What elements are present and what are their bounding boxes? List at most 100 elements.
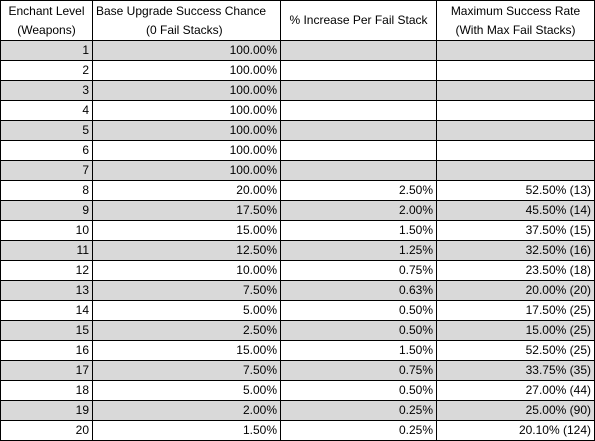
- cell-max-rate: 17.50% (25): [436, 300, 595, 321]
- header-line: Base Upgrade Success Chance: [96, 3, 267, 18]
- cell-base-chance: 2.00%: [92, 400, 281, 421]
- table-row: 15 2.50% 0.50% 15.00% (25): [0, 320, 595, 341]
- cell-max-rate: [436, 60, 595, 81]
- cell-max-rate: [436, 40, 595, 61]
- cell-increase: 0.25%: [280, 420, 437, 441]
- cell-base-chance: 100.00%: [92, 80, 281, 101]
- cell-base-chance: 5.00%: [92, 300, 281, 321]
- cell-enchant-level: 9: [0, 200, 93, 221]
- table-row: 13 7.50% 0.63% 20.00% (20): [0, 280, 595, 301]
- cell-enchant-level: 5: [0, 120, 93, 141]
- cell-base-chance: 12.50%: [92, 240, 281, 261]
- header-line: (0 Fail Stacks): [146, 22, 223, 37]
- cell-base-chance: 100.00%: [92, 40, 281, 61]
- cell-max-rate: 32.50% (16): [436, 240, 595, 261]
- cell-base-chance: 20.00%: [92, 180, 281, 201]
- cell-base-chance: 7.50%: [92, 360, 281, 381]
- cell-increase: [280, 120, 437, 141]
- header-base-chance: Base Upgrade Success Chance (0 Fail Stac…: [92, 0, 281, 41]
- table-row: 18 5.00% 0.50% 27.00% (44): [0, 380, 595, 401]
- cell-max-rate: 25.00% (90): [436, 400, 595, 421]
- table-row: 8 20.00% 2.50% 52.50% (13): [0, 180, 595, 201]
- cell-increase: [280, 60, 437, 81]
- table-row: 9 17.50% 2.00% 45.50% (14): [0, 200, 595, 221]
- cell-enchant-level: 1: [0, 40, 93, 61]
- table-header: Enchant Level (Weapons) Base Upgrade Suc…: [0, 0, 595, 41]
- cell-increase: 1.50%: [280, 340, 437, 361]
- cell-max-rate: 37.50% (15): [436, 220, 595, 241]
- cell-enchant-level: 20: [0, 420, 93, 441]
- cell-max-rate: 15.00% (25): [436, 320, 595, 341]
- cell-increase: [280, 80, 437, 101]
- cell-increase: 0.50%: [280, 300, 437, 321]
- cell-max-rate: [436, 80, 595, 101]
- header-line: (With Max Fail Stacks): [455, 22, 576, 37]
- header-line: (Weapons): [17, 22, 76, 37]
- cell-max-rate: [436, 160, 595, 181]
- header-max-success-rate: Maximum Success Rate (With Max Fail Stac…: [436, 0, 595, 41]
- cell-base-chance: 2.50%: [92, 320, 281, 341]
- header-line: Maximum Success Rate: [450, 3, 581, 18]
- table-row: 5 100.00%: [0, 120, 595, 141]
- cell-increase: 0.50%: [280, 320, 437, 341]
- table-row: 3 100.00%: [0, 80, 595, 101]
- cell-base-chance: 1.50%: [92, 420, 281, 441]
- table-row: 6 100.00%: [0, 140, 595, 161]
- header-increase-per-fail-stack: % Increase Per Fail Stack: [280, 0, 437, 41]
- cell-enchant-level: 14: [0, 300, 93, 321]
- cell-increase: [280, 100, 437, 121]
- cell-enchant-level: 15: [0, 320, 93, 341]
- cell-max-rate: 52.50% (13): [436, 180, 595, 201]
- cell-base-chance: 17.50%: [92, 200, 281, 221]
- table-row: 16 15.00% 1.50% 52.50% (25): [0, 340, 595, 361]
- cell-max-rate: [436, 140, 595, 161]
- cell-increase: [280, 160, 437, 181]
- table-row: 11 12.50% 1.25% 32.50% (16): [0, 240, 595, 261]
- cell-base-chance: 10.00%: [92, 260, 281, 281]
- cell-base-chance: 100.00%: [92, 160, 281, 181]
- cell-base-chance: 100.00%: [92, 140, 281, 161]
- header-line: % Increase Per Fail Stack: [289, 13, 428, 27]
- cell-max-rate: 20.10% (124): [436, 420, 595, 441]
- table-row: 7 100.00%: [0, 160, 595, 181]
- cell-enchant-level: 19: [0, 400, 93, 421]
- cell-enchant-level: 13: [0, 280, 93, 301]
- cell-enchant-level: 7: [0, 160, 93, 181]
- cell-increase: 1.25%: [280, 240, 437, 261]
- cell-increase: [280, 140, 437, 161]
- cell-increase: [280, 40, 437, 61]
- cell-enchant-level: 10: [0, 220, 93, 241]
- table-row: 1 100.00%: [0, 40, 595, 61]
- cell-base-chance: 100.00%: [92, 120, 281, 141]
- cell-enchant-level: 6: [0, 140, 93, 161]
- table-row: 4 100.00%: [0, 100, 595, 121]
- cell-enchant-level: 4: [0, 100, 93, 121]
- header-enchant-level: Enchant Level (Weapons): [0, 0, 93, 41]
- table-body: 1 100.00% 2 100.00% 3 100.00% 4 100.00% 5 100.00%…: [0, 40, 595, 441]
- cell-increase: 0.75%: [280, 260, 437, 281]
- table-row: 17 7.50% 0.75% 33.75% (35): [0, 360, 595, 381]
- cell-max-rate: 52.50% (25): [436, 340, 595, 361]
- header-line: Enchant Level: [8, 3, 85, 18]
- cell-enchant-level: 2: [0, 60, 93, 81]
- table-row: 20 1.50% 0.25% 20.10% (124): [0, 420, 595, 441]
- cell-max-rate: 23.50% (18): [436, 260, 595, 281]
- header-row: Enchant Level (Weapons) Base Upgrade Suc…: [0, 0, 595, 41]
- table-row: 19 2.00% 0.25% 25.00% (90): [0, 400, 595, 421]
- cell-increase: 0.25%: [280, 400, 437, 421]
- cell-increase: 0.75%: [280, 360, 437, 381]
- cell-enchant-level: 3: [0, 80, 93, 101]
- cell-max-rate: 45.50% (14): [436, 200, 595, 221]
- cell-max-rate: 33.75% (35): [436, 360, 595, 381]
- cell-enchant-level: 17: [0, 360, 93, 381]
- table-row: 10 15.00% 1.50% 37.50% (15): [0, 220, 595, 241]
- cell-increase: 2.50%: [280, 180, 437, 201]
- cell-increase: 0.50%: [280, 380, 437, 401]
- table-row: 2 100.00%: [0, 60, 595, 81]
- cell-base-chance: 5.00%: [92, 380, 281, 401]
- cell-increase: 1.50%: [280, 220, 437, 241]
- cell-enchant-level: 8: [0, 180, 93, 201]
- cell-increase: 2.00%: [280, 200, 437, 221]
- cell-enchant-level: 16: [0, 340, 93, 361]
